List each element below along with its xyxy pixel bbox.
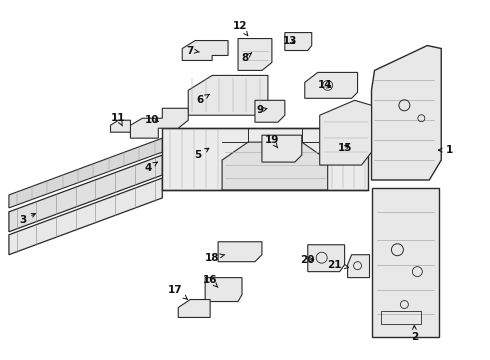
Text: 3: 3: [19, 213, 35, 225]
Text: 10: 10: [145, 115, 160, 125]
Text: 16: 16: [203, 275, 218, 287]
Text: 6: 6: [196, 94, 209, 105]
Text: 18: 18: [205, 253, 225, 263]
Polygon shape: [188, 75, 268, 115]
Polygon shape: [9, 138, 162, 208]
Text: 12: 12: [233, 21, 248, 36]
Text: 4: 4: [145, 162, 157, 173]
Polygon shape: [9, 178, 162, 255]
Text: 13: 13: [283, 36, 297, 46]
Polygon shape: [111, 120, 130, 132]
Text: 5: 5: [195, 148, 209, 160]
Text: 9: 9: [256, 105, 267, 115]
Text: 21: 21: [327, 260, 348, 270]
Polygon shape: [305, 72, 358, 98]
Polygon shape: [285, 32, 312, 50]
Polygon shape: [162, 128, 368, 190]
Polygon shape: [255, 100, 285, 122]
Polygon shape: [371, 188, 439, 337]
Text: 20: 20: [300, 255, 315, 265]
Polygon shape: [205, 278, 242, 302]
Polygon shape: [347, 255, 369, 278]
Polygon shape: [218, 242, 262, 262]
Polygon shape: [319, 100, 371, 165]
Polygon shape: [262, 135, 302, 162]
Polygon shape: [182, 41, 228, 60]
Text: 2: 2: [411, 325, 418, 342]
Text: 11: 11: [111, 113, 126, 126]
Polygon shape: [371, 45, 441, 180]
Polygon shape: [9, 155, 162, 232]
Text: 17: 17: [168, 284, 187, 299]
Text: 19: 19: [265, 135, 279, 148]
Polygon shape: [178, 300, 210, 318]
Text: 7: 7: [187, 45, 199, 55]
Polygon shape: [308, 245, 344, 272]
Text: 8: 8: [242, 53, 251, 63]
Polygon shape: [222, 142, 328, 190]
Text: 1: 1: [439, 145, 453, 155]
Polygon shape: [238, 39, 272, 71]
Text: 15: 15: [337, 143, 352, 153]
Text: 14: 14: [318, 80, 332, 90]
Polygon shape: [130, 108, 188, 138]
